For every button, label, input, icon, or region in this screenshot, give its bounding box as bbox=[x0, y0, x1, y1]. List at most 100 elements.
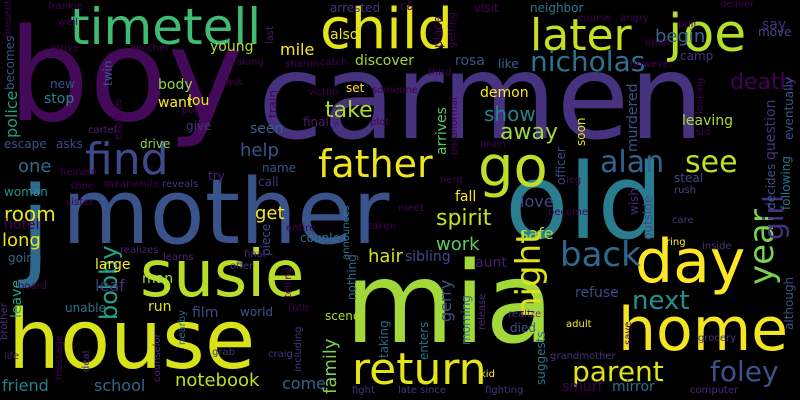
word-get: get bbox=[255, 203, 285, 224]
word-wish: wish bbox=[627, 187, 641, 215]
word-fight: fight bbox=[352, 385, 375, 396]
word-help: help bbox=[240, 140, 279, 161]
word-another: another bbox=[130, 43, 170, 54]
word-meanwhile: meanwhile bbox=[104, 179, 159, 190]
word-timetell: timetell bbox=[70, 0, 262, 56]
word-susie: susie bbox=[140, 238, 305, 312]
word-see: see bbox=[685, 145, 738, 180]
word-old: old bbox=[505, 141, 664, 263]
word-inside: inside bbox=[702, 241, 732, 252]
word-reveals: reveals bbox=[162, 179, 199, 190]
word-say: say bbox=[762, 17, 787, 33]
word-death: death bbox=[730, 70, 794, 95]
word-morning: morning bbox=[459, 295, 473, 345]
word-eventually: eventually bbox=[782, 77, 796, 140]
word-foley: foley bbox=[710, 355, 779, 388]
word-following: following bbox=[779, 156, 793, 210]
word-brain: brain bbox=[480, 139, 506, 150]
word-sharon: sharon bbox=[285, 59, 320, 70]
word-paper: paper bbox=[182, 105, 212, 116]
word-like: like bbox=[498, 57, 519, 71]
word-love: love bbox=[520, 192, 554, 211]
word-joe: joe bbox=[668, 4, 747, 64]
word-craig: craig bbox=[268, 349, 293, 360]
word-aunt: aunt bbox=[475, 255, 507, 271]
word-stop: stop bbox=[44, 91, 75, 107]
word-back: back bbox=[560, 235, 641, 275]
word-fall: fall bbox=[455, 189, 477, 205]
word-gerry: gerry bbox=[436, 279, 455, 322]
word-spirit: spirit bbox=[436, 206, 492, 231]
word-day: day bbox=[635, 227, 746, 297]
word-run: run bbox=[148, 299, 172, 315]
word-explains: explains bbox=[113, 98, 124, 140]
word-computer: computer bbox=[690, 385, 739, 396]
word-father: father bbox=[318, 142, 433, 186]
word-nearby: nearby bbox=[177, 310, 188, 345]
word-away: away bbox=[500, 120, 558, 145]
word-twin: twin bbox=[101, 60, 115, 86]
word-release: release bbox=[477, 293, 488, 330]
word-asks: asks bbox=[56, 137, 83, 151]
word-late: late bbox=[398, 385, 417, 396]
word-enters: enters bbox=[417, 321, 431, 360]
word-refuse: refuse bbox=[575, 285, 619, 301]
word-learns: learns bbox=[163, 252, 194, 263]
word-nothing: nothing bbox=[345, 254, 359, 300]
word-place: place bbox=[431, 15, 445, 48]
word-home: home bbox=[618, 295, 789, 365]
word-angry: angry bbox=[620, 13, 649, 24]
word-rush: rush bbox=[674, 185, 696, 196]
word-film: film bbox=[192, 305, 219, 321]
word-arrives: arrives bbox=[434, 107, 450, 155]
word-brother: brother bbox=[0, 303, 10, 340]
word-woman: woman bbox=[4, 185, 48, 199]
word-call: call bbox=[258, 175, 279, 189]
word-family: family bbox=[320, 338, 341, 394]
word-train: train bbox=[266, 90, 280, 118]
word-counselor: counselor bbox=[152, 333, 163, 382]
word-world: world bbox=[240, 305, 274, 319]
word-man: man bbox=[142, 271, 174, 287]
word-entire: entire bbox=[286, 223, 316, 234]
word-show: show bbox=[484, 102, 536, 126]
word-scene: scene bbox=[325, 309, 361, 323]
word-frankie: frankie bbox=[48, 1, 83, 12]
word-j: j bbox=[20, 163, 51, 291]
word-safe: safe bbox=[520, 224, 554, 243]
word-care: care bbox=[672, 215, 694, 226]
word-although: although bbox=[782, 276, 796, 330]
word-rosa: rosa bbox=[455, 53, 485, 69]
word-taking: taking bbox=[377, 320, 391, 358]
word-large: large bbox=[95, 257, 131, 273]
word-question: question bbox=[763, 99, 779, 160]
word-become: become bbox=[548, 207, 589, 218]
word-board: board bbox=[18, 281, 47, 292]
word-house: house bbox=[8, 293, 256, 388]
word-mirror: mirror bbox=[612, 379, 655, 395]
word-body: body bbox=[158, 77, 193, 93]
word-notebook: notebook bbox=[175, 370, 260, 391]
word-paranormal: paranormal bbox=[449, 97, 460, 155]
word-find: find bbox=[85, 134, 169, 185]
word-go: go bbox=[478, 135, 548, 200]
word-begin: begin bbox=[655, 26, 706, 47]
word-carmen: carmen bbox=[258, 28, 704, 166]
word-ring: ring bbox=[666, 237, 686, 248]
word-getting: getting bbox=[447, 12, 458, 48]
word-visit: visit bbox=[474, 1, 499, 15]
word-going: going bbox=[8, 251, 42, 265]
word-life: life bbox=[4, 351, 20, 362]
word-victim: victim bbox=[308, 87, 339, 98]
word-save: save bbox=[623, 321, 634, 345]
word-give: give bbox=[186, 119, 212, 133]
word-lou: lou bbox=[188, 93, 210, 109]
word-course: course bbox=[578, 13, 612, 24]
word-mia: mia bbox=[345, 239, 554, 369]
word-heaven: heaven bbox=[60, 167, 98, 178]
word-cartel: cartel bbox=[88, 125, 117, 136]
word-along: along bbox=[236, 57, 264, 68]
word-including: including bbox=[293, 326, 304, 372]
word-come: come bbox=[282, 374, 327, 393]
word-nicholas: nicholas bbox=[530, 45, 646, 78]
